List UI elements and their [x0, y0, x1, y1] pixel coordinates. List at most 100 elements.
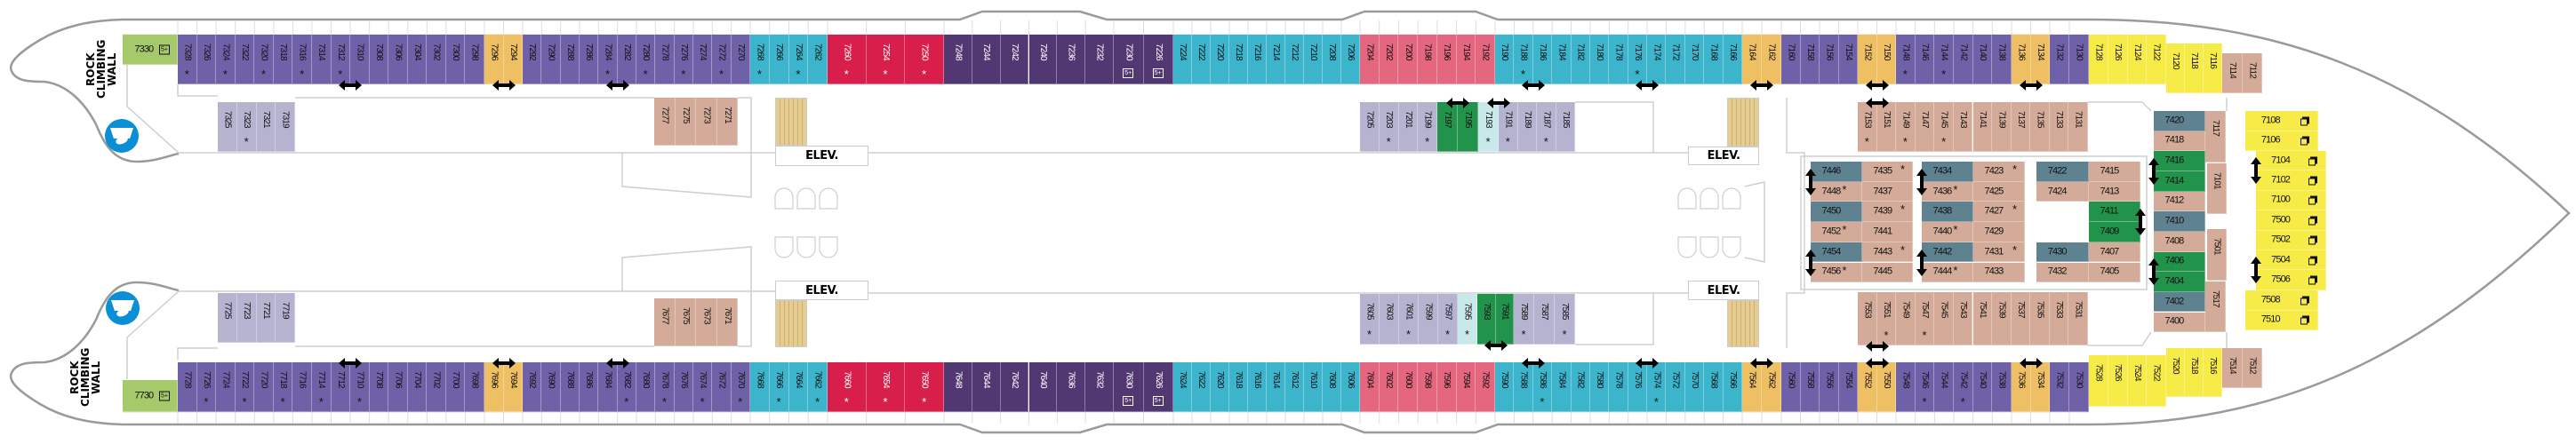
cabin-7538[interactable]: 7538 — [1992, 362, 2012, 412]
cabin-7694[interactable]: 7694 — [503, 362, 523, 412]
cabin-7286[interactable]: 7286 — [580, 35, 599, 84]
cabin-7602[interactable]: 7602 — [1379, 362, 1399, 412]
cabin-7166[interactable]: 7166 — [1723, 35, 1742, 84]
cabin-7593[interactable]: 7593 — [1477, 294, 1496, 345]
cabin-7101[interactable]: 7101 — [2207, 163, 2227, 214]
cabin-7412[interactable]: 7412 — [2154, 191, 2205, 212]
cabin-7591[interactable]: 7591 — [1495, 294, 1514, 345]
cabin-7292[interactable]: 7292 — [523, 35, 542, 84]
cabin-7312[interactable]: 7312 * — [331, 35, 351, 84]
cabin-7240[interactable]: 7240 — [1028, 35, 1058, 84]
cabin-7424[interactable]: 7424 — [2036, 181, 2089, 202]
cabin-7407[interactable]: 7407 — [2089, 242, 2140, 263]
cabin-7626[interactable]: 7626 5+ — [1143, 362, 1173, 412]
cabin-7410[interactable]: 7410 — [2154, 211, 2205, 232]
cabin-7418[interactable]: 7418 — [2154, 131, 2205, 152]
cabin-7168[interactable]: 7168 — [1704, 35, 1724, 84]
cabin-7524[interactable]: 7524 — [2127, 355, 2148, 407]
cabin-7112[interactable]: 7112 — [2242, 53, 2262, 93]
cabin-7720[interactable]: 7720 — [254, 362, 274, 412]
cabin-7654[interactable]: 7654 * — [866, 362, 906, 412]
cabin-7664[interactable]: 7664 — [788, 362, 809, 412]
cabin-7550[interactable]: 7550 — [1876, 362, 1896, 412]
cabin-7222[interactable]: 7222 — [1192, 35, 1211, 84]
cabin-7260[interactable]: 7260 * — [828, 35, 867, 84]
cabin-7587[interactable]: 7587 — [1534, 294, 1555, 345]
cabin-7411[interactable]: 7411 — [2089, 202, 2140, 223]
cabin-7590[interactable]: 7590 — [1495, 362, 1515, 412]
cabin-7662[interactable]: 7662 * — [808, 362, 828, 412]
cabin-7208[interactable]: 7208 — [1323, 35, 1341, 84]
cabin-7536[interactable]: 7536 — [2012, 362, 2031, 412]
cabin-7405[interactable]: 7405 — [2089, 262, 2140, 283]
cabin-7131[interactable]: 7131 — [2068, 102, 2088, 152]
cabin-7176[interactable]: 7176 * — [1628, 35, 1648, 84]
cabin-7114[interactable]: 7114 — [2222, 53, 2243, 93]
cabin-7226[interactable]: 7226 5+ — [1143, 35, 1173, 84]
cabin-7132[interactable]: 7132 — [2050, 35, 2069, 84]
cabin-7214[interactable]: 7214 — [1267, 35, 1285, 84]
cabin-7149[interactable]: 7149 * — [1896, 102, 1916, 152]
cabin-7600[interactable]: 7600 — [1398, 362, 1419, 412]
cabin-7174[interactable]: 7174 — [1647, 35, 1667, 84]
cabin-7182[interactable]: 7182 — [1571, 35, 1590, 84]
cabin-7723[interactable]: 7723 — [236, 293, 257, 343]
cabin-7630[interactable]: 7630 5+ — [1114, 362, 1144, 412]
cabin-7441[interactable]: 7441 — [1862, 222, 1913, 242]
cabin-7298[interactable]: 7298 — [465, 35, 484, 84]
cabin-7500[interactable]: 7500 — [2256, 210, 2326, 231]
cabin-7436[interactable]: 7436 * — [1922, 181, 1973, 202]
cabin-7690[interactable]: 7690 — [541, 362, 561, 412]
cabin-7445[interactable]: 7445 — [1862, 262, 1913, 283]
cabin-7321[interactable]: 7321 — [256, 102, 276, 152]
cabin-7141[interactable]: 7141 — [1972, 102, 1993, 152]
cabin-7668[interactable]: 7668 — [750, 362, 770, 412]
cabin-7599[interactable]: 7599 — [1419, 294, 1438, 345]
cabin-7604[interactable]: 7604 — [1360, 362, 1380, 412]
cabin-7404[interactable]: 7404 — [2154, 272, 2205, 292]
cabin-7138[interactable]: 7138 — [1992, 35, 2012, 84]
cabin-7104[interactable]: 7104 — [2256, 151, 2326, 171]
cabin-7606[interactable]: 7606 — [1341, 362, 1360, 412]
cabin-7158[interactable]: 7158 — [1800, 35, 1820, 84]
cabin-7728[interactable]: 7728 — [178, 362, 197, 412]
cabin-7592[interactable]: 7592 — [1476, 362, 1495, 412]
cabin-7650[interactable]: 7650 * — [905, 362, 944, 412]
cabin-7624[interactable]: 7624 — [1173, 362, 1192, 412]
cabin-7439[interactable]: 7439 * — [1862, 202, 1913, 223]
cabin-7326[interactable]: 7326 — [196, 35, 217, 84]
cabin-7324[interactable]: 7324 * — [216, 35, 236, 84]
cabin-7201[interactable]: 7201 — [1398, 102, 1419, 152]
cabin-7582[interactable]: 7582 — [1571, 362, 1590, 412]
cabin-7308[interactable]: 7308 — [369, 35, 389, 84]
cabin-7268[interactable]: 7268 * — [750, 35, 770, 84]
cabin-7152[interactable]: 7152 — [1858, 35, 1877, 84]
cabin-7506[interactable]: 7506 — [2256, 270, 2326, 290]
cabin-7429[interactable]: 7429 — [1973, 222, 2025, 242]
cabin-7546[interactable]: 7546 * — [1915, 362, 1935, 412]
cabin-7323[interactable]: 7323 * — [236, 102, 257, 152]
cabin-7438[interactable]: 7438 — [1922, 202, 1973, 223]
cabin-7535[interactable]: 7535 — [2030, 292, 2050, 345]
cabin-7126[interactable]: 7126 — [2108, 35, 2128, 84]
cabin-7280[interactable]: 7280 * — [636, 35, 656, 84]
cabin-7578[interactable]: 7578 — [1609, 362, 1628, 412]
cabin-7402[interactable]: 7402 — [2154, 291, 2205, 313]
cabin-7400[interactable]: 7400 — [2154, 312, 2205, 333]
cabin-7530[interactable]: 7530 — [2069, 362, 2089, 412]
cabin-7170[interactable]: 7170 — [1684, 35, 1705, 84]
cabin-7262[interactable]: 7262 — [808, 35, 828, 84]
cabin-7704[interactable]: 7704 — [407, 362, 428, 412]
cabin-7431[interactable]: 7431 * — [1973, 242, 2025, 263]
cabin-7570[interactable]: 7570 — [1684, 362, 1705, 412]
cabin-7124[interactable]: 7124 — [2127, 35, 2148, 84]
cabin-7722[interactable]: 7722 * — [235, 362, 255, 412]
cabin-7244[interactable]: 7244 — [972, 35, 1001, 84]
cabin-7580[interactable]: 7580 — [1589, 362, 1610, 412]
cabin-7122[interactable]: 7122 — [2147, 35, 2166, 84]
cabin-7200[interactable]: 7200 — [1398, 35, 1419, 84]
cabin-7146[interactable]: 7146 — [1915, 35, 1935, 84]
cabin-7456[interactable]: 7456 * — [1811, 262, 1862, 283]
cabin-7562[interactable]: 7562 — [1762, 362, 1781, 412]
cabin-7594[interactable]: 7594 — [1456, 362, 1476, 412]
